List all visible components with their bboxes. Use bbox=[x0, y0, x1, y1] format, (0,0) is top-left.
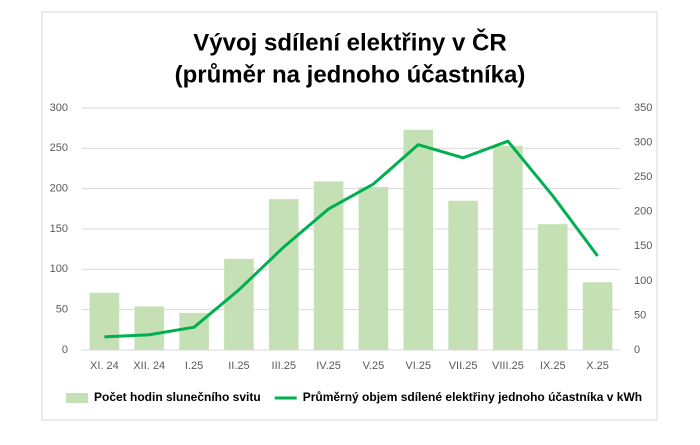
bar bbox=[582, 282, 613, 350]
y-tick-label: 100 bbox=[50, 263, 68, 275]
bar bbox=[268, 199, 299, 350]
bar bbox=[358, 187, 389, 350]
x-tick-label: V.25 bbox=[363, 360, 385, 372]
y2-tick-label: 100 bbox=[634, 275, 652, 287]
x-tick-label: I.25 bbox=[185, 360, 203, 372]
legend-label: Průměrný objem sdílené elektřiny jednoho… bbox=[303, 390, 642, 404]
x-tick-label: III.25 bbox=[272, 360, 296, 372]
y-tick-label: 200 bbox=[50, 183, 68, 195]
y2-tick-label: 150 bbox=[634, 240, 652, 252]
y2-tick-label: 50 bbox=[634, 309, 646, 321]
y2-tick-label: 250 bbox=[634, 171, 652, 183]
bar bbox=[313, 181, 344, 350]
bar bbox=[493, 145, 523, 350]
y-tick-label: 50 bbox=[56, 304, 68, 316]
bar bbox=[403, 129, 434, 350]
chart-frame bbox=[41, 11, 658, 421]
chart-title: Vývoj sdílení elektřiny v ČR bbox=[193, 28, 506, 56]
y2-tick-label: 300 bbox=[634, 136, 652, 148]
x-tick-label: XII. 24 bbox=[133, 360, 165, 372]
y-tick-label: 0 bbox=[62, 344, 68, 356]
bar bbox=[89, 292, 120, 350]
bar bbox=[448, 200, 478, 350]
chart-title: (průměr na jednoho účastníka) bbox=[175, 61, 526, 88]
x-tick-label: X.25 bbox=[586, 360, 609, 372]
x-tick-label: VIII.25 bbox=[492, 360, 524, 372]
line bbox=[104, 139, 599, 339]
y2-tick-label: 200 bbox=[634, 206, 652, 218]
y2-tick-label: 350 bbox=[634, 102, 652, 114]
x-tick-label: II.25 bbox=[228, 360, 249, 372]
legend-swatch bbox=[66, 393, 88, 403]
legend-label: Počet hodin slunečního svitu bbox=[94, 390, 261, 404]
x-tick-label: XI. 24 bbox=[90, 360, 119, 372]
bar bbox=[537, 224, 568, 350]
y-tick-label: 250 bbox=[50, 142, 68, 154]
x-tick-label: VI.25 bbox=[405, 360, 431, 372]
y-tick-label: 150 bbox=[50, 223, 68, 235]
bar bbox=[134, 306, 165, 350]
y2-tick-label: 0 bbox=[634, 344, 640, 356]
x-tick-label: VII.25 bbox=[449, 360, 478, 372]
y-tick-label: 300 bbox=[50, 102, 68, 114]
bar bbox=[224, 258, 254, 350]
x-tick-label: IV.25 bbox=[316, 360, 341, 372]
x-tick-label: IX.25 bbox=[540, 360, 566, 372]
